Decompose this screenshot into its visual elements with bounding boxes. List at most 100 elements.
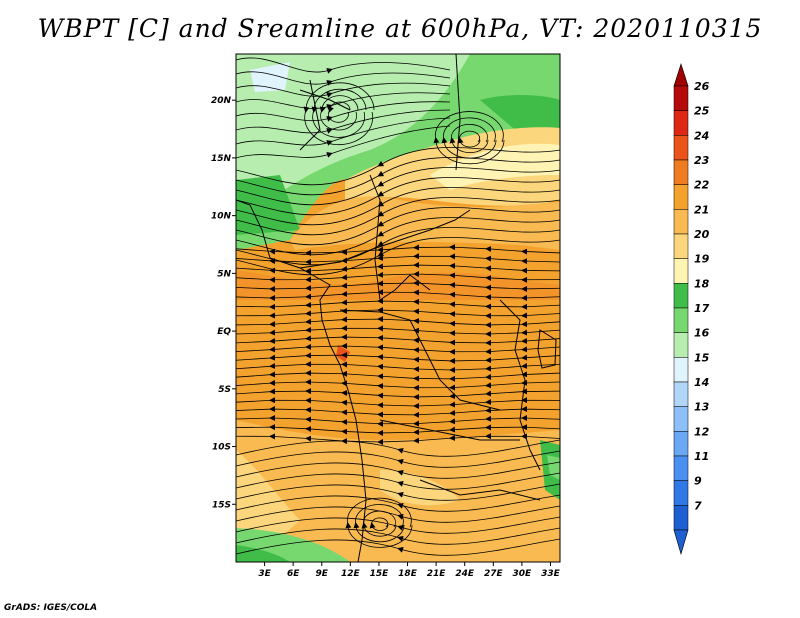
streamline [236,82,451,98]
streamline [345,497,413,548]
lat-tick-label: EQ [217,327,231,337]
colorbar-label: 13 [694,401,710,414]
streamline [236,253,560,265]
lon-tick-label: 9E [316,569,329,579]
lon-tick-label: 3E [258,569,271,579]
lon-tick-label: 12E [341,569,361,579]
lat-tick-label: 10N [211,212,232,222]
streamline [236,361,560,373]
streamline [236,289,560,301]
streamline [369,517,389,531]
streamline [236,406,560,418]
colorbar-swatch [673,406,689,432]
colorbar-swatch [673,209,689,235]
colorbar-label: 7 [694,499,702,512]
streamline [236,147,560,186]
streamline [236,71,451,86]
streamline [236,217,560,256]
streamline [236,237,560,276]
colorbar: 26 25 24 23 22 21 20 19 18 17 16 15 14 13 12 11 9 7 [673,63,710,556]
lat-tick-label: 15N [211,154,232,164]
streamline [236,450,560,468]
colorbar-label: 17 [694,302,710,315]
streamline [303,82,375,146]
lon-tick-label: 24E [455,569,475,579]
streamline [236,483,560,501]
colorbar-swatch [673,505,689,531]
colorbar-swatch [673,332,689,358]
streamline [236,187,560,226]
streamline [236,101,451,122]
streamline [236,157,560,196]
colorbar-label: 24 [694,129,709,142]
streamline [236,117,451,146]
streamline [236,388,560,400]
streamline [328,101,351,123]
streamline [236,538,560,556]
streamline [236,397,560,409]
streamline [236,298,560,310]
colorbar-swatch [673,258,689,284]
streamline [441,117,497,159]
streamline [236,125,451,159]
colorbar-label: 26 [694,80,710,93]
lon-tick-label: 18E [398,569,418,579]
streamline [236,461,560,479]
colorbar-swatch [673,184,689,210]
lon-tick-label: 6E [287,569,300,579]
streamline [236,352,560,364]
colorbar-label: 15 [694,351,710,364]
lon-tick-label: 27E [484,569,504,579]
streamline [236,244,560,256]
colorbar-swatch [673,307,689,333]
colorbar-label: 20 [694,228,710,241]
streamline [236,207,560,246]
streamline [311,88,367,138]
streamline [236,472,560,490]
colorbar-label: 21 [694,203,709,216]
lon-tick-label: 21E [427,569,447,579]
colorbar-label: 12 [694,425,710,438]
longitude-axis: 3E 6E 9E 12E 15E 18E 21E 24E 27E 30E 33E [258,562,561,579]
colorbar-label: 18 [694,277,710,290]
colorbar-arrow-high [673,63,689,87]
streamline [236,433,560,445]
lon-tick-label: 30E [513,569,533,579]
streamline [236,57,451,74]
streamline [236,343,560,355]
streamline [433,111,505,165]
colorbar-label: 11 [694,450,709,463]
streamline [236,505,560,523]
colorbar-swatch [673,85,689,111]
colorbar-label: 25 [694,105,710,118]
map-title: WBPT [C] and Sreamline at 600hPa, VT: 20… [37,14,763,43]
colorbar-swatch [673,357,689,383]
colorbar-swatch [673,159,689,185]
streamline [236,280,560,292]
colorbar-swatch [673,135,689,161]
colorbar-swatch [673,431,689,457]
colorbar-swatch [673,233,689,259]
lat-tick-label: 5S [218,385,231,395]
streamline [236,370,560,382]
latitude-axis: 20N 15N 10N 5N EQ 5S 10S 15S [211,96,236,510]
streamline [449,124,489,153]
streamline [236,527,560,545]
lat-tick-label: 15S [212,500,231,510]
streamline [236,379,560,391]
colorbar-label: 16 [694,327,710,340]
streamline [236,92,451,110]
colorbar-label: 22 [694,179,710,192]
streamline [236,316,560,328]
streamline [236,424,560,436]
streamline [236,109,451,134]
colorbar-swatch [673,480,689,506]
streamline [236,262,560,274]
colorbar-label: 14 [694,376,709,389]
colorbar-swatch [673,283,689,309]
streamline [236,325,560,337]
streamline [236,516,560,534]
grads-credit: GrADS: IGES/COLA [4,603,98,613]
streamlines [236,57,560,556]
